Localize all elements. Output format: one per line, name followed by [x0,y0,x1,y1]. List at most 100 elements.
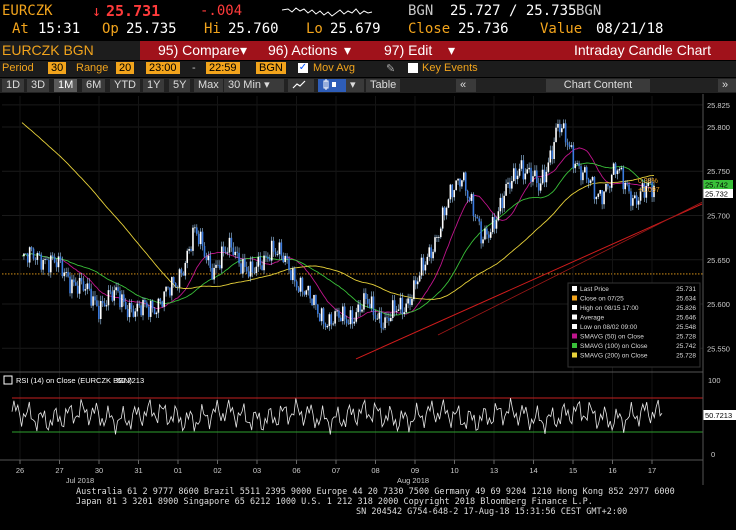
security-field[interactable]: EURCZK BGN Curncy [0,41,140,77]
candle-body [616,170,619,175]
range-1y-button[interactable]: 1Y [143,79,165,92]
range-1m-button[interactable]: 1M [54,79,78,92]
compare-button[interactable]: 95) Compare [158,42,240,58]
legend-swatch [572,324,577,329]
candle-body [220,246,223,269]
x-tick-label: 16 [608,466,616,475]
candle-body [595,196,598,200]
x-tick-label: 09 [411,466,419,475]
candles [23,119,655,333]
candle-body [430,247,432,259]
candle-body [368,303,371,308]
candle-body [44,259,46,260]
period-input[interactable]: 30 [48,62,67,74]
range-max-button[interactable]: Max [194,79,223,92]
candle-body [238,252,240,264]
candle-body [167,286,169,288]
candle-body [326,326,329,328]
date-x-axis: 26 27 30 31 01 02 03 06 07 08 09 10 13 14 15 16 17 Jul 20… [16,460,656,485]
candle-body [622,167,625,190]
chevron-down-icon: ▾ [264,79,270,91]
candle-body [76,285,79,294]
candle-body [382,327,384,329]
candle-body [543,169,546,183]
candle-body [270,240,273,261]
compare-dropdown-icon[interactable]: ▾ [240,42,248,58]
range-input[interactable]: 20 [116,62,135,74]
candle-body [503,195,505,209]
edit-dropdown-icon[interactable]: ▾ [448,42,456,58]
legend-label: Low on 08/02 09:00 [580,324,637,331]
candle-body [318,313,321,322]
candle-body [484,228,486,240]
footer-line-2: Japan 81 3 3201 8900 Singapore 65 6212 1… [76,497,593,507]
range-3d-button[interactable]: 3D [27,79,50,92]
candle-body [169,287,171,296]
end-time-input[interactable]: 22:59 [206,62,240,74]
candle-body [115,287,117,291]
candle-body [96,300,98,306]
expand-right-icon[interactable]: » [718,79,736,92]
candle-body [597,193,600,197]
sma100-tag: 25.742 [705,181,728,190]
range-label: Range [76,62,109,74]
table-button[interactable]: Table [366,79,401,92]
legend-value: 25.646 [676,315,696,322]
candle-body [557,123,559,128]
candle-chart-icon[interactable] [318,79,350,92]
candle-body [470,194,473,201]
candle-body [123,294,125,303]
candle-body [126,308,129,318]
candle-body [259,256,262,266]
range-ytd-button[interactable]: YTD [110,79,140,92]
candle-body [57,256,60,268]
actions-dropdown-icon[interactable]: ▾ [344,42,352,58]
line-chart-icon[interactable] [288,79,314,92]
candle-body [555,127,557,143]
candle-body [105,305,108,307]
candle-body [511,180,513,189]
candle-body [620,167,623,170]
candle-body [482,239,484,244]
source-input[interactable]: BGN [256,62,286,74]
candle-body [113,290,116,301]
candle-body [205,256,208,261]
last-price-tag: 25.732 [705,190,728,199]
pencil-icon[interactable]: ✎ [386,63,396,75]
candle-body [553,142,555,160]
range-1d-button[interactable]: 1D [2,79,25,92]
candle-body [153,308,156,315]
candle-body [63,272,66,277]
candle-body [609,186,611,188]
candle-body [380,312,383,328]
candle-body [278,242,281,255]
candle-body [497,211,500,221]
candle-body [466,190,469,199]
candle-body [67,272,69,277]
actions-button[interactable]: 96) Actions [268,42,338,58]
candle-body [245,266,248,272]
candle-body [568,145,571,147]
range-6m-button[interactable]: 6M [82,79,106,92]
candle-body [224,251,227,253]
interval-select[interactable]: 30 Min ▾ [224,79,284,92]
candle-body [103,303,106,307]
chart-type-dropdown-icon[interactable]: ▾ [346,79,364,92]
chart-area[interactable]: 25.550 25.600 25.650 25.700 25.750 25.800 25.8… [0,94,736,485]
legend-label: SMAVG (100) on Close [580,343,648,350]
candle-body [393,300,396,312]
candle-body [489,232,492,238]
candle-body [365,293,367,299]
chart-content-button[interactable]: Chart Content [546,79,650,92]
candle-body [65,272,67,273]
candle-body [539,183,542,191]
candle-body [247,271,250,277]
start-time-input[interactable]: 23:00 [146,62,180,74]
edit-button[interactable]: 97) Edit [384,42,433,58]
abs-change-label: +0.097 [638,187,660,194]
candle-body [240,263,242,274]
candle-body [61,260,64,277]
collapse-left-icon[interactable]: « [456,79,476,92]
range-5y-button[interactable]: 5Y [169,79,191,92]
x-tick-label: 31 [134,466,142,475]
